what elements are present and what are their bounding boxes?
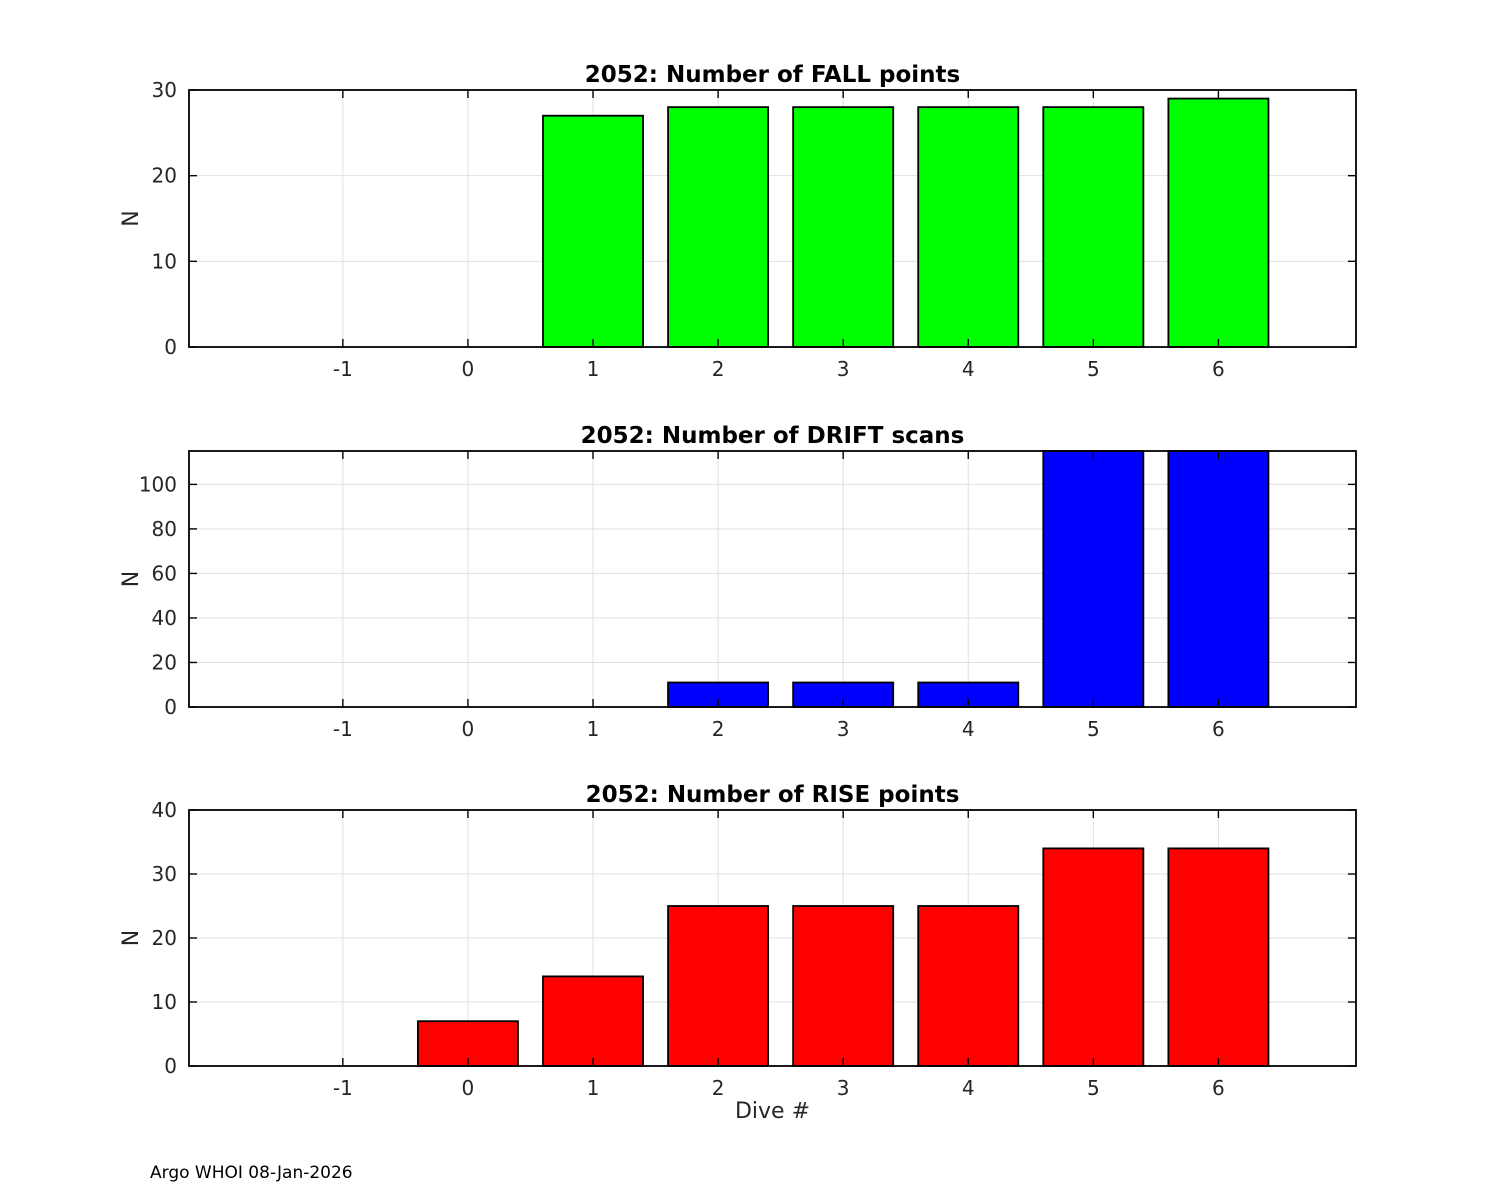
x-tick-label: 0	[462, 357, 475, 381]
y-tick-label: 40	[152, 798, 177, 822]
chart-1-y-axis-label: N	[119, 210, 144, 226]
chart-3-y-axis-label: N	[119, 930, 144, 946]
chart-1-plot-border	[188, 89, 1357, 348]
y-tick-label: 100	[139, 472, 177, 496]
y-tick-label: 0	[164, 695, 177, 719]
chart-3-bar-dive-5	[1042, 847, 1145, 1067]
y-tick-label: 0	[164, 1054, 177, 1078]
x-tick-label: 0	[462, 1076, 475, 1100]
x-tick-label: 0	[462, 717, 475, 741]
x-tick-label: 3	[837, 1076, 850, 1100]
y-tick-label: 80	[152, 517, 177, 541]
chart-3-x-axis-label: Dive #	[735, 1099, 810, 1124]
y-tick-label: 30	[152, 78, 177, 102]
chart-3-bar-dive-6	[1167, 847, 1270, 1067]
x-tick-label: 5	[1087, 717, 1100, 741]
x-tick-label: -1	[333, 357, 353, 381]
chart-1-bar-dive-1	[542, 114, 644, 348]
x-tick-label: -1	[333, 717, 353, 741]
chart-2-bar-dive-5	[1042, 450, 1145, 708]
chart-1-bar-dive-2	[667, 106, 770, 348]
chart-3-bar-dive-2	[667, 905, 770, 1067]
x-tick-label: 2	[712, 357, 725, 381]
chart-2-y-axis-label: N	[119, 571, 144, 587]
y-tick-label: 20	[152, 650, 177, 674]
chart-2-title: 2052: Number of DRIFT scans	[581, 423, 965, 449]
x-tick-label: 2	[712, 717, 725, 741]
chart-3-bar-dive-1	[542, 975, 644, 1067]
x-tick-label: 5	[1087, 1076, 1100, 1100]
chart-3-bar-dive-3	[792, 905, 895, 1067]
y-tick-label: 10	[152, 990, 177, 1014]
y-tick-label: 0	[164, 335, 177, 359]
chart-2-plot-border	[188, 450, 1357, 708]
y-tick-label: 20	[152, 926, 177, 950]
x-tick-label: 4	[962, 357, 975, 381]
x-tick-label: 6	[1212, 1076, 1225, 1100]
chart-1-title: 2052: Number of FALL points	[585, 62, 960, 88]
y-tick-label: 20	[152, 164, 177, 188]
x-tick-label: 3	[837, 717, 850, 741]
chart-1-bar-dive-6	[1167, 97, 1270, 348]
chart-1-bar-dive-3	[792, 106, 895, 348]
x-tick-label: 1	[587, 1076, 600, 1100]
x-tick-label: 4	[962, 717, 975, 741]
x-tick-label: 3	[837, 357, 850, 381]
x-tick-label: 6	[1212, 717, 1225, 741]
chart-1-bar-dive-4	[917, 106, 1020, 348]
y-tick-label: 60	[152, 561, 177, 585]
chart-1-bar-dive-5	[1042, 106, 1145, 348]
chart-3-plot-border	[188, 809, 1357, 1067]
figure-footer-text: Argo WHOI 08-Jan-2026	[150, 1163, 353, 1183]
x-tick-label: 1	[587, 357, 600, 381]
chart-2-bar-dive-6	[1167, 450, 1270, 708]
chart-3-bar-dive-4	[917, 905, 1020, 1067]
y-tick-label: 40	[152, 606, 177, 630]
x-tick-label: 5	[1087, 357, 1100, 381]
x-tick-label: 6	[1212, 357, 1225, 381]
x-tick-label: 4	[962, 1076, 975, 1100]
y-tick-label: 30	[152, 862, 177, 886]
y-tick-label: 10	[152, 249, 177, 273]
x-tick-label: 2	[712, 1076, 725, 1100]
x-tick-label: 1	[587, 717, 600, 741]
x-tick-label: -1	[333, 1076, 353, 1100]
chart-3-title: 2052: Number of RISE points	[586, 782, 960, 808]
